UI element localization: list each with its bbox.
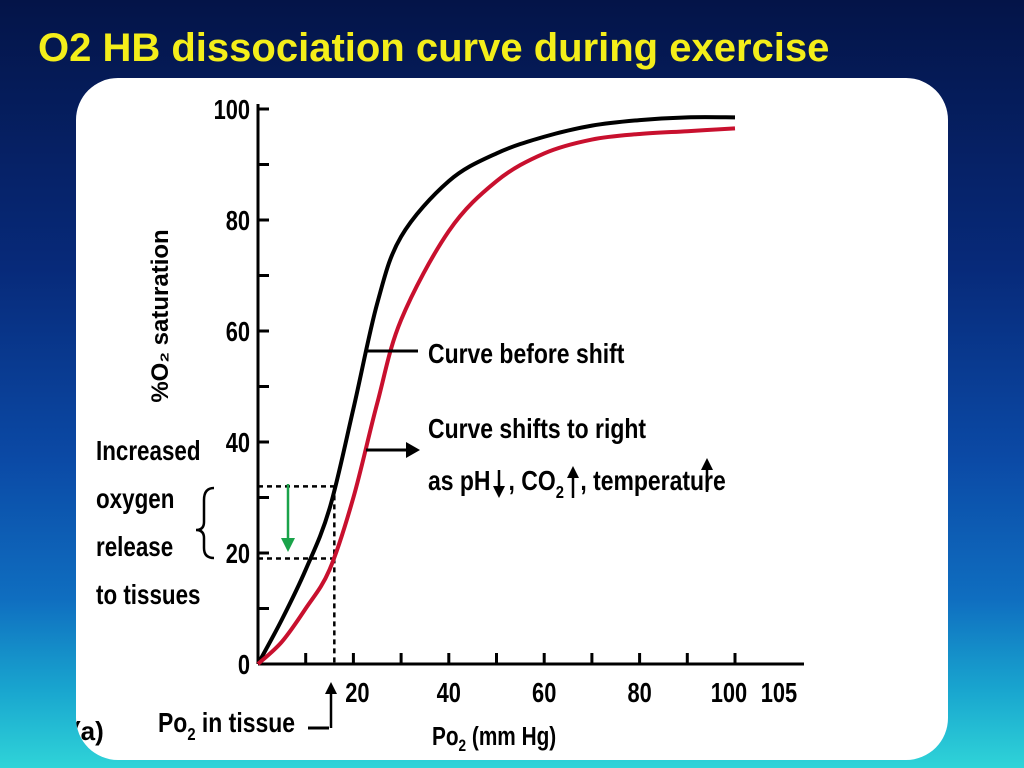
y-tick-label: 20 [226, 538, 250, 569]
label-shift-arrow [366, 442, 420, 458]
release-label-line-1: Increased [96, 436, 201, 467]
slide-title: O2 HB dissociation curve during exercise [38, 26, 830, 70]
co2-up-arrow-icon [567, 466, 579, 498]
oxygen-dissociation-chart: 0 20 40 60 80 100 20 40 60 80 100 105 %O₂ saturati… [76, 94, 804, 756]
release-label-line-3: release [96, 532, 173, 563]
x-tick-label: 100 [711, 677, 747, 708]
y-tick-label: 80 [226, 205, 250, 236]
y-tick-group: 0 20 40 60 80 100 [214, 94, 269, 681]
curve-before-shift [256, 115, 736, 665]
oxygen-release-arrow-icon [281, 484, 295, 552]
y-tick-label: 60 [226, 316, 250, 347]
guide-lines [258, 485, 336, 664]
curve-shifted-right [256, 126, 736, 666]
release-label-line-4: to tissues [96, 580, 201, 611]
x-tick-label: 40 [437, 677, 461, 708]
y-tick-label: 100 [214, 94, 250, 125]
ph-down-arrow-icon [493, 470, 505, 498]
release-label-group: Increased oxygen release to tissues [96, 436, 201, 611]
x-tick-label: 60 [532, 677, 556, 708]
temperature-up-arrow-icon [701, 458, 713, 492]
release-label-line-2: oxygen [96, 484, 174, 515]
y-tick-label: 40 [226, 427, 250, 458]
po2-in-tissue-label: Po2 in tissue [158, 708, 295, 744]
x-tick-label: 105 [761, 677, 797, 708]
x-axis-label: Po2 (mm Hg) [432, 722, 556, 756]
figure-panel: 0 20 40 60 80 100 20 40 60 80 100 105 %O₂ saturati… [76, 78, 948, 760]
release-brace [195, 486, 215, 560]
x-tick-label: 20 [345, 677, 369, 708]
label-shift-conditions: as pH, CO2, temperature [428, 466, 726, 502]
po2-in-tissue-arrow-icon [308, 682, 337, 730]
x-tick-group: 20 40 60 80 100 105 [304, 653, 797, 709]
label-curve-before-shift: Curve before shift [428, 339, 625, 370]
y-tick-label: 0 [238, 649, 250, 680]
panel-tag: (a) [76, 716, 104, 746]
x-tick-label: 80 [627, 677, 651, 708]
label-curve-shifts-right: Curve shifts to right [428, 414, 646, 445]
y-axis-label: %O₂ saturation [147, 229, 174, 402]
